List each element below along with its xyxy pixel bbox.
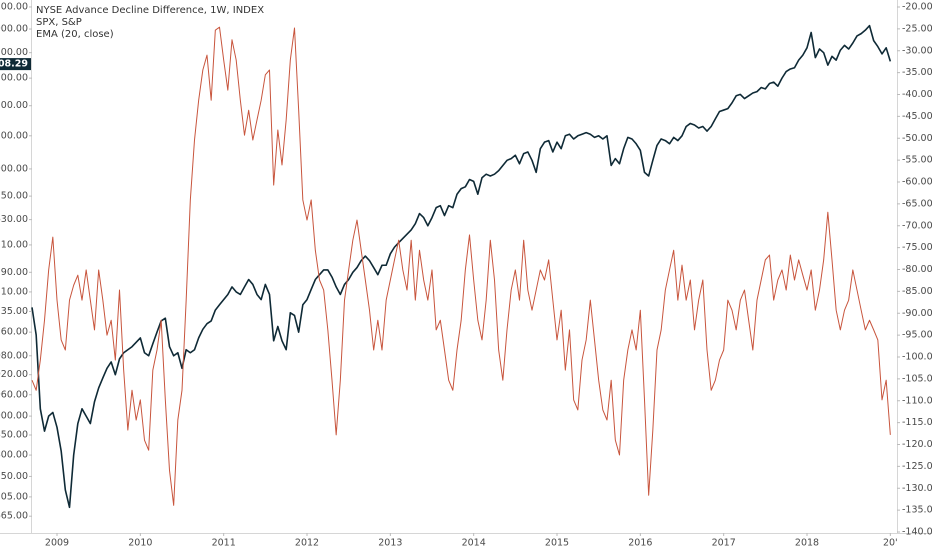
y-tick-label: 705.00 xyxy=(0,491,28,502)
y-tick-label: 1390.00 xyxy=(0,267,28,278)
y-tick-label: 1310.00 xyxy=(0,286,28,297)
y2-tick-label: -80.00% xyxy=(902,264,932,275)
y2-tick-label: -115.00% xyxy=(902,417,932,428)
y2-tick-label: -65.00% xyxy=(902,198,932,209)
chart-title: NYSE Advance Decline Difference, 1W, IND… xyxy=(36,5,264,16)
y2-tick-label: -35.00% xyxy=(902,67,932,78)
x-tick-label: 2010 xyxy=(128,538,152,549)
y2-tick-label: -85.00% xyxy=(902,286,932,297)
y2-tick-label: -20.00% xyxy=(902,2,932,13)
y2-tick-label: -40.00% xyxy=(902,89,932,100)
x-tick-label: 2018 xyxy=(795,538,819,549)
legend-entry: SPX, S&P xyxy=(36,17,82,28)
y2-tick-label: -45.00% xyxy=(902,111,932,122)
y2-tick-label: -95.00% xyxy=(902,330,932,341)
y2-tick-label: -75.00% xyxy=(902,242,932,253)
legend-entry: EMA (20, close) xyxy=(36,29,114,40)
y2-tick-label: -140.00% xyxy=(902,527,932,538)
y2-tick-label: -60.00% xyxy=(902,177,932,188)
x-tick-label: 20' xyxy=(883,538,898,549)
y2-tick-label: -135.00% xyxy=(902,505,932,516)
x-tick-label: 2012 xyxy=(295,538,319,549)
y-tick-label: 2300.00 xyxy=(0,100,28,111)
series-line xyxy=(31,26,891,506)
y-tick-label: 900.00 xyxy=(0,411,28,422)
y-tick-label: 1235.00 xyxy=(0,306,28,317)
x-tick-label: 2011 xyxy=(212,538,236,549)
y-tick-label: 1080.00 xyxy=(0,350,28,361)
y2-tick-label: -55.00% xyxy=(902,155,932,166)
x-tick-label: 2014 xyxy=(462,538,486,549)
y2-tick-label: -105.00% xyxy=(902,373,932,384)
y-tick-label: 1510.00 xyxy=(0,239,28,250)
y2-tick-label: -120.00% xyxy=(902,439,932,450)
y2-tick-label: -25.00% xyxy=(902,23,932,34)
y2-tick-label: -50.00% xyxy=(902,133,932,144)
x-tick-label: 2016 xyxy=(628,538,652,549)
y-tick-label: 2100.00 xyxy=(0,130,28,141)
x-tick-label: 2015 xyxy=(545,538,569,549)
y-tick-label: 960.00 xyxy=(0,389,28,400)
y2-tick-label: -110.00% xyxy=(902,395,932,406)
y2-tick-label: -100.00% xyxy=(902,352,932,363)
last-price-label: 2608.29 xyxy=(0,59,28,70)
y-tick-label: 800.00 xyxy=(0,450,28,461)
y-tick-label: 1900.00 xyxy=(0,163,28,174)
y-tick-label: 2700.00 xyxy=(0,47,28,58)
x-tick-label: 2009 xyxy=(45,538,69,549)
y-tick-label: 2500.00 xyxy=(0,73,28,84)
y-tick-label: 1630.00 xyxy=(0,214,28,225)
y2-tick-label: -30.00% xyxy=(902,45,932,56)
y-tick-label: 850.00 xyxy=(0,430,28,441)
last-price-box xyxy=(0,58,31,71)
y-tick-label: 1160.00 xyxy=(0,327,28,338)
y-tick-label: 750.00 xyxy=(0,471,28,482)
y-tick-label: 665.00 xyxy=(0,511,28,522)
y2-tick-label: -130.00% xyxy=(902,483,932,494)
x-tick-label: 2013 xyxy=(378,538,402,549)
y2-tick-label: -70.00% xyxy=(902,220,932,231)
y2-tick-label: -125.00% xyxy=(902,461,932,472)
series-line xyxy=(31,24,892,509)
y2-tick-label: -90.00% xyxy=(902,308,932,319)
y-tick-label: 1750.00 xyxy=(0,191,28,202)
plot-area xyxy=(31,24,892,509)
y-tick-label: 2900.00 xyxy=(0,24,28,35)
y-tick-label: 3100.00 xyxy=(0,1,28,12)
x-tick-label: 2017 xyxy=(712,538,736,549)
